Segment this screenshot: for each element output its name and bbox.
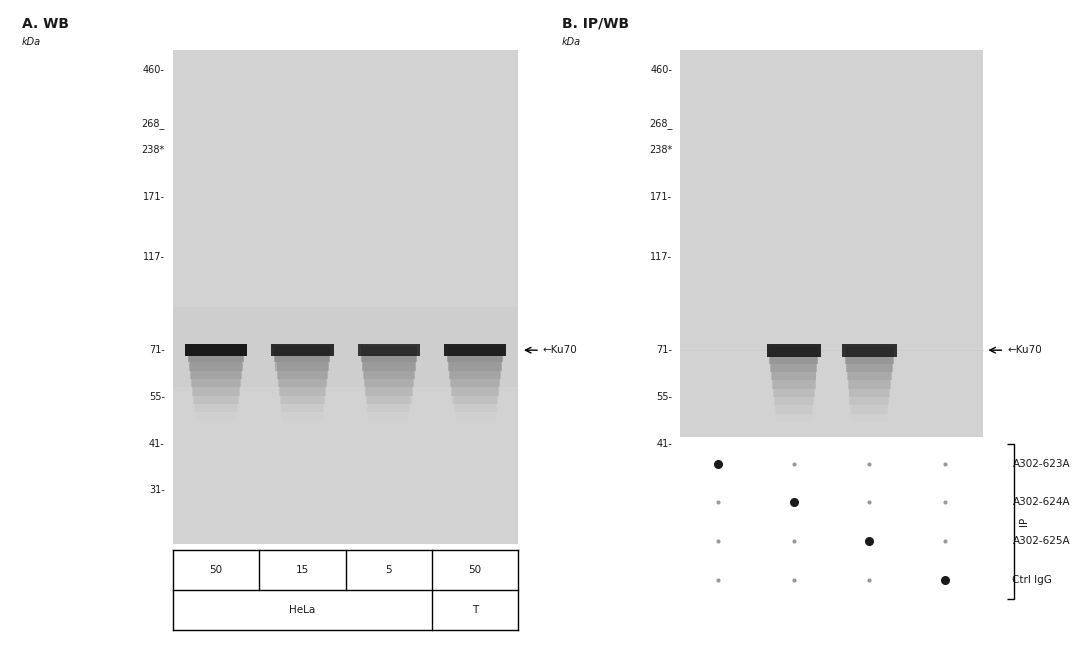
Text: A. WB: A. WB [22,17,69,31]
Bar [279,379,326,396]
Bar [850,397,889,414]
Text: kDa: kDa [22,37,41,47]
Text: 268_: 268_ [649,118,672,129]
Text: 41-: 41- [657,439,672,448]
Bar [192,379,240,396]
Text: 238*: 238* [649,145,672,155]
Bar [448,354,502,371]
Bar [274,346,330,362]
Text: 5: 5 [386,566,392,575]
Bar [849,380,890,397]
Bar [173,50,518,544]
Bar [846,355,893,372]
Bar [194,396,238,412]
Bar [193,387,239,404]
Bar [276,362,328,379]
Text: 171-: 171- [650,192,672,201]
Bar [367,396,410,412]
Bar [191,371,241,387]
Bar [188,346,244,362]
Text: 71-: 71- [149,346,164,355]
Bar [195,404,237,421]
Bar [271,344,334,356]
Text: 55-: 55- [657,392,672,402]
Bar [368,404,409,421]
Bar [771,364,816,380]
Text: 460-: 460- [143,65,164,75]
Bar [774,388,813,406]
Bar [281,396,324,412]
Text: HeLa: HeLa [289,606,315,615]
Text: ←Ku70: ←Ku70 [1008,346,1042,355]
Bar [851,406,888,422]
Text: 31-: 31- [149,486,164,495]
Text: Ctrl IgG: Ctrl IgG [1013,575,1052,584]
Bar [450,371,500,387]
Bar [447,346,503,362]
Bar [850,388,889,406]
Text: 268_: 268_ [141,118,164,129]
Bar [185,344,247,356]
Bar [361,346,417,362]
Text: 41-: 41- [149,439,164,448]
Bar [847,364,892,380]
Bar [773,380,814,397]
Bar [775,406,812,422]
Bar [453,387,498,404]
Bar [282,404,323,421]
Bar [772,372,815,388]
Bar [190,362,242,379]
Text: A302-623A: A302-623A [1013,459,1070,468]
Bar [280,387,325,404]
Bar [363,362,415,379]
Text: kDa: kDa [562,37,581,47]
Text: 55-: 55- [149,392,164,402]
Bar [770,355,818,372]
Text: 117-: 117- [143,252,164,261]
Text: T: T [472,606,478,615]
Bar [278,371,327,387]
Bar [767,344,821,357]
Text: 238*: 238* [141,145,164,155]
Text: A302-624A: A302-624A [1013,498,1070,507]
Bar [449,362,501,379]
Text: IP: IP [1020,517,1029,526]
Text: A302-625A: A302-625A [1013,536,1070,546]
Bar [769,347,819,364]
Bar [366,387,411,404]
Bar [680,50,983,437]
Text: 15: 15 [296,566,309,575]
Bar [454,396,497,412]
Bar [848,372,891,388]
Text: ←Ku70: ←Ku70 [542,346,578,355]
Bar [357,344,420,356]
Bar [451,379,499,396]
Bar [173,307,518,387]
Bar [455,404,496,421]
Bar [364,371,414,387]
Bar [842,344,896,357]
Text: B. IP/WB: B. IP/WB [562,17,629,31]
Text: 71-: 71- [657,346,672,355]
Text: 50: 50 [210,566,222,575]
Bar [774,397,813,414]
Bar [845,347,894,364]
Bar [275,354,329,371]
Text: 460-: 460- [650,65,672,75]
Text: 171-: 171- [143,192,164,201]
Text: 117-: 117- [650,252,672,261]
Bar [189,354,243,371]
Bar [365,379,413,396]
Bar [444,344,507,356]
Text: 50: 50 [469,566,482,575]
Bar [362,354,416,371]
